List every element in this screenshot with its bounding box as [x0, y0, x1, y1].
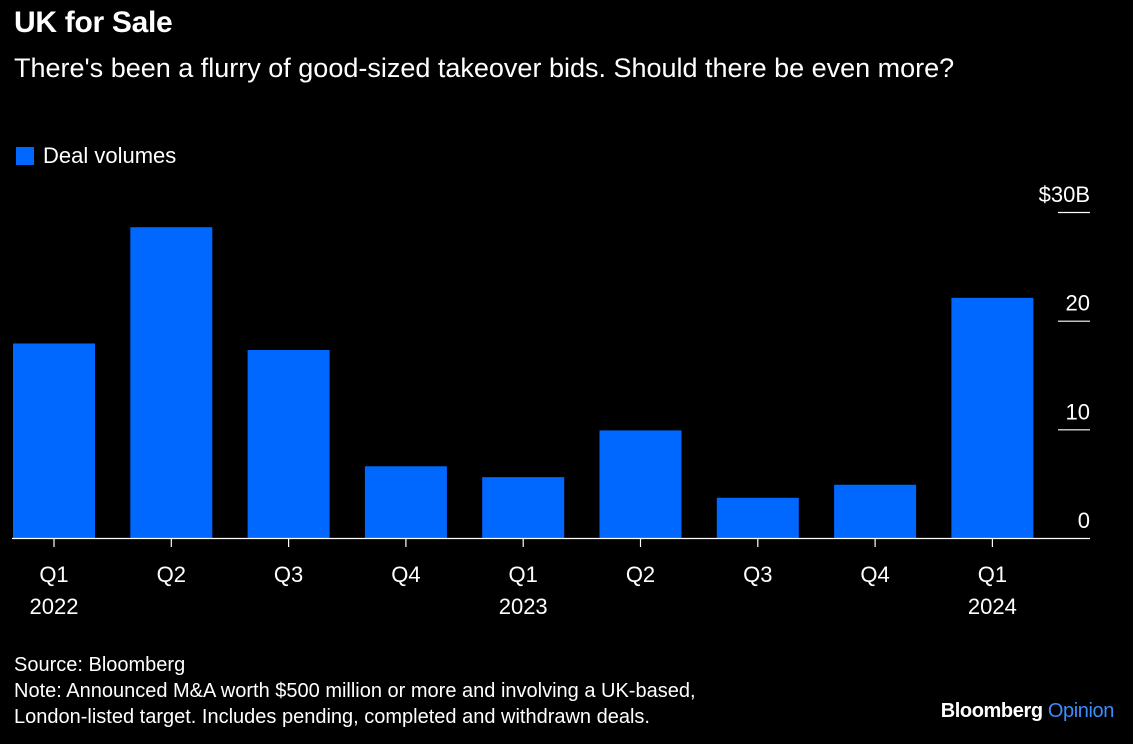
bar-9: [951, 297, 1034, 538]
x-tick-label-9: Q1: [978, 562, 1007, 587]
y-tick-label-10: 10: [1066, 399, 1090, 424]
bar-5: [482, 477, 565, 538]
legend-label-deal-volumes: Deal volumes: [43, 143, 177, 168]
x-tick-label-5: Q1: [509, 562, 538, 587]
x-year-label-2023: 2023: [499, 594, 548, 619]
bars-group: [13, 227, 1034, 539]
x-year-label-2022: 2022: [30, 594, 79, 619]
bar-4: [364, 466, 447, 538]
legend: Deal volumes: [16, 143, 176, 169]
x-tick-label-2: Q2: [157, 562, 186, 587]
bar-8: [834, 484, 917, 538]
bar-1: [13, 343, 95, 538]
y-tick-label-30: $30B: [1039, 182, 1090, 207]
bar-chart: 0 10 20 $30B Q1 2022 Q2 Q3 Q4 Q1 2023 Q2 Q3 Q4 Q1 2024: [12, 182, 1090, 619]
x-tick-label-6: Q2: [626, 562, 655, 587]
y-tick-label-0: 0: [1078, 508, 1090, 533]
chart-title: UK for Sale: [14, 6, 173, 39]
brand-name: Bloomberg: [940, 700, 1043, 722]
note-line-1: Note: Announced M&A worth $500 million o…: [14, 680, 696, 702]
x-tick-label-1: Q1: [39, 562, 68, 587]
brand-product: Opinion: [1047, 700, 1115, 722]
bar-7: [716, 497, 799, 538]
note-line-2: London-listed target. Includes pending, …: [14, 706, 650, 728]
x-year-label-2024: 2024: [968, 594, 1017, 619]
x-tick-label-8: Q4: [860, 562, 889, 587]
x-tick-label-4: Q4: [391, 562, 420, 587]
legend-swatch-deal-volumes: [16, 147, 34, 165]
x-tick-label-3: Q3: [274, 562, 303, 587]
bar-3: [247, 350, 330, 538]
brand-logo: Bloomberg Opinion: [940, 700, 1115, 723]
y-tick-label-20: 20: [1066, 291, 1090, 316]
bar-6: [599, 430, 682, 538]
y-axis: 0 10 20 $30B: [12, 182, 1090, 540]
footer: Source: Bloomberg Note: Announced M&A wo…: [14, 652, 696, 730]
source-text: Source: Bloomberg: [14, 654, 186, 676]
x-axis: Q1 2022 Q2 Q3 Q4 Q1 2023 Q2 Q3 Q4 Q1 2024: [30, 538, 1017, 619]
chart-subtitle: There's been a flurry of good-sized take…: [14, 53, 955, 83]
bar-2: [130, 227, 213, 539]
x-tick-label-7: Q3: [743, 562, 772, 587]
